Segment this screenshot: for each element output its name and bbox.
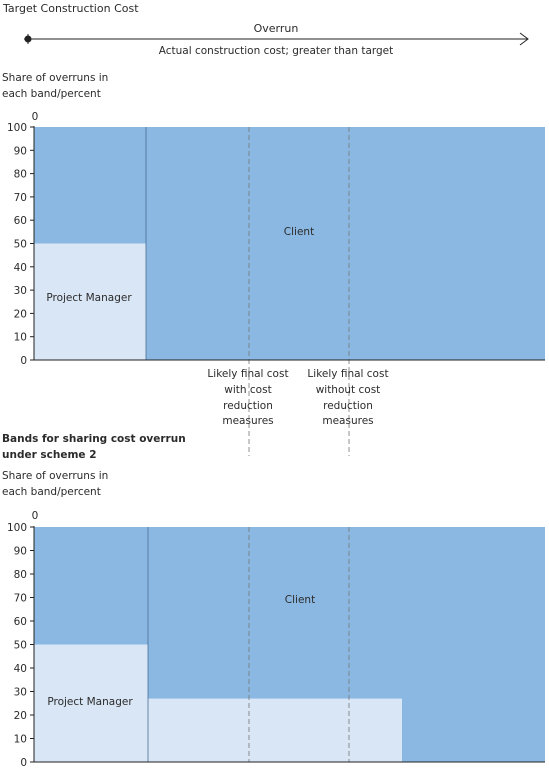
y-tick-label: 60 (14, 215, 27, 227)
svg-text:with cost: with cost (224, 384, 271, 396)
client-band-2 (146, 127, 545, 360)
annotation-without-measures: Likely final cost without cost reduction… (307, 368, 388, 427)
chart1-pm-label: Project Manager (46, 292, 132, 304)
y-tick-label: 100 (7, 122, 27, 134)
y-tick-label: 20 (14, 308, 27, 320)
y-tick-label: 10 (14, 332, 27, 344)
target-cost-title: Target Construction Cost (2, 2, 139, 15)
y-tick-label: 100 (7, 522, 27, 534)
y-tick-label: 80 (14, 169, 27, 181)
y-tick-label: 40 (14, 663, 27, 675)
chart1-ylabel-line2: each band/percent (2, 88, 101, 100)
y-tick-label: 50 (14, 239, 27, 251)
chart2-plot: 0 10 20 30 40 50 60 70 80 90 100 (7, 522, 545, 769)
y-tick-label: 10 (14, 734, 27, 746)
pm-band-1 (34, 243, 146, 360)
client-band-3 (402, 527, 545, 762)
svg-text:without cost: without cost (316, 384, 381, 396)
chart2-ylabel-line2: each band/percent (2, 486, 101, 498)
chart1-ylabel-line1: Share of overruns in (2, 72, 108, 84)
arrow-label-overrun: Overrun (254, 22, 299, 35)
y-tick-label: 70 (14, 192, 27, 204)
pm-band-2 (148, 698, 402, 762)
pm-band-1 (34, 644, 148, 762)
chart2-client-label: Client (285, 594, 315, 606)
chart2-pm-label: Project Manager (47, 696, 133, 708)
chart1-x-zero-label: 0 (32, 111, 39, 123)
svg-text:Likely final cost: Likely final cost (307, 368, 388, 380)
y-tick-label: 30 (14, 285, 27, 297)
y-tick-label: 80 (14, 569, 27, 581)
y-tick-label: 40 (14, 262, 27, 274)
arrow-head (519, 32, 529, 46)
svg-text:reduction: reduction (323, 400, 373, 412)
y-tick-label: 20 (14, 710, 27, 722)
chart2-title-line1: Bands for sharing cost overrun (2, 433, 186, 445)
chart1-plot: 0 10 20 30 40 50 60 70 80 90 100 (7, 122, 545, 456)
y-tick-label: 60 (14, 616, 27, 628)
y-tick-label: 0 (20, 355, 27, 367)
y-tick-label: 70 (14, 593, 27, 605)
annotation-with-measures: Likely final cost with cost reduction me… (207, 368, 288, 427)
y-tick-label: 30 (14, 687, 27, 699)
chart2-title-line2: under scheme 2 (2, 449, 97, 461)
chart1-client-label: Client (284, 226, 314, 238)
y-tick-label: 0 (20, 757, 27, 769)
chart2-ylabel-line1: Share of overruns in (2, 470, 108, 482)
y-tick-label: 90 (14, 546, 27, 558)
chart2-x-zero-label: 0 (32, 510, 39, 522)
svg-text:Likely final cost: Likely final cost (207, 368, 288, 380)
svg-text:reduction: reduction (223, 400, 273, 412)
y-tick-label: 50 (14, 640, 27, 652)
arrow-sublabel: Actual construction cost; greater than t… (159, 45, 394, 57)
y-tick-label: 90 (14, 145, 27, 157)
svg-text:measures: measures (222, 415, 273, 427)
svg-text:measures: measures (322, 415, 373, 427)
